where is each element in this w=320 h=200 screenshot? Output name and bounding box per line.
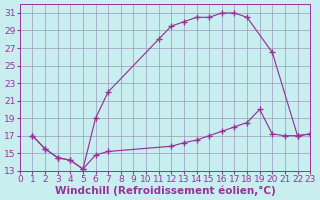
X-axis label: Windchill (Refroidissement éolien,°C): Windchill (Refroidissement éolien,°C) (55, 185, 276, 196)
